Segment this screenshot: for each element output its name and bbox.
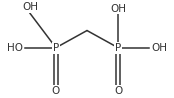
Text: P: P — [53, 43, 59, 53]
Text: P: P — [115, 43, 121, 53]
Text: HO: HO — [6, 43, 22, 53]
Text: O: O — [52, 86, 60, 96]
Text: O: O — [114, 86, 122, 96]
Text: OH: OH — [110, 4, 126, 14]
Text: OH: OH — [152, 43, 168, 53]
Text: OH: OH — [22, 2, 38, 12]
